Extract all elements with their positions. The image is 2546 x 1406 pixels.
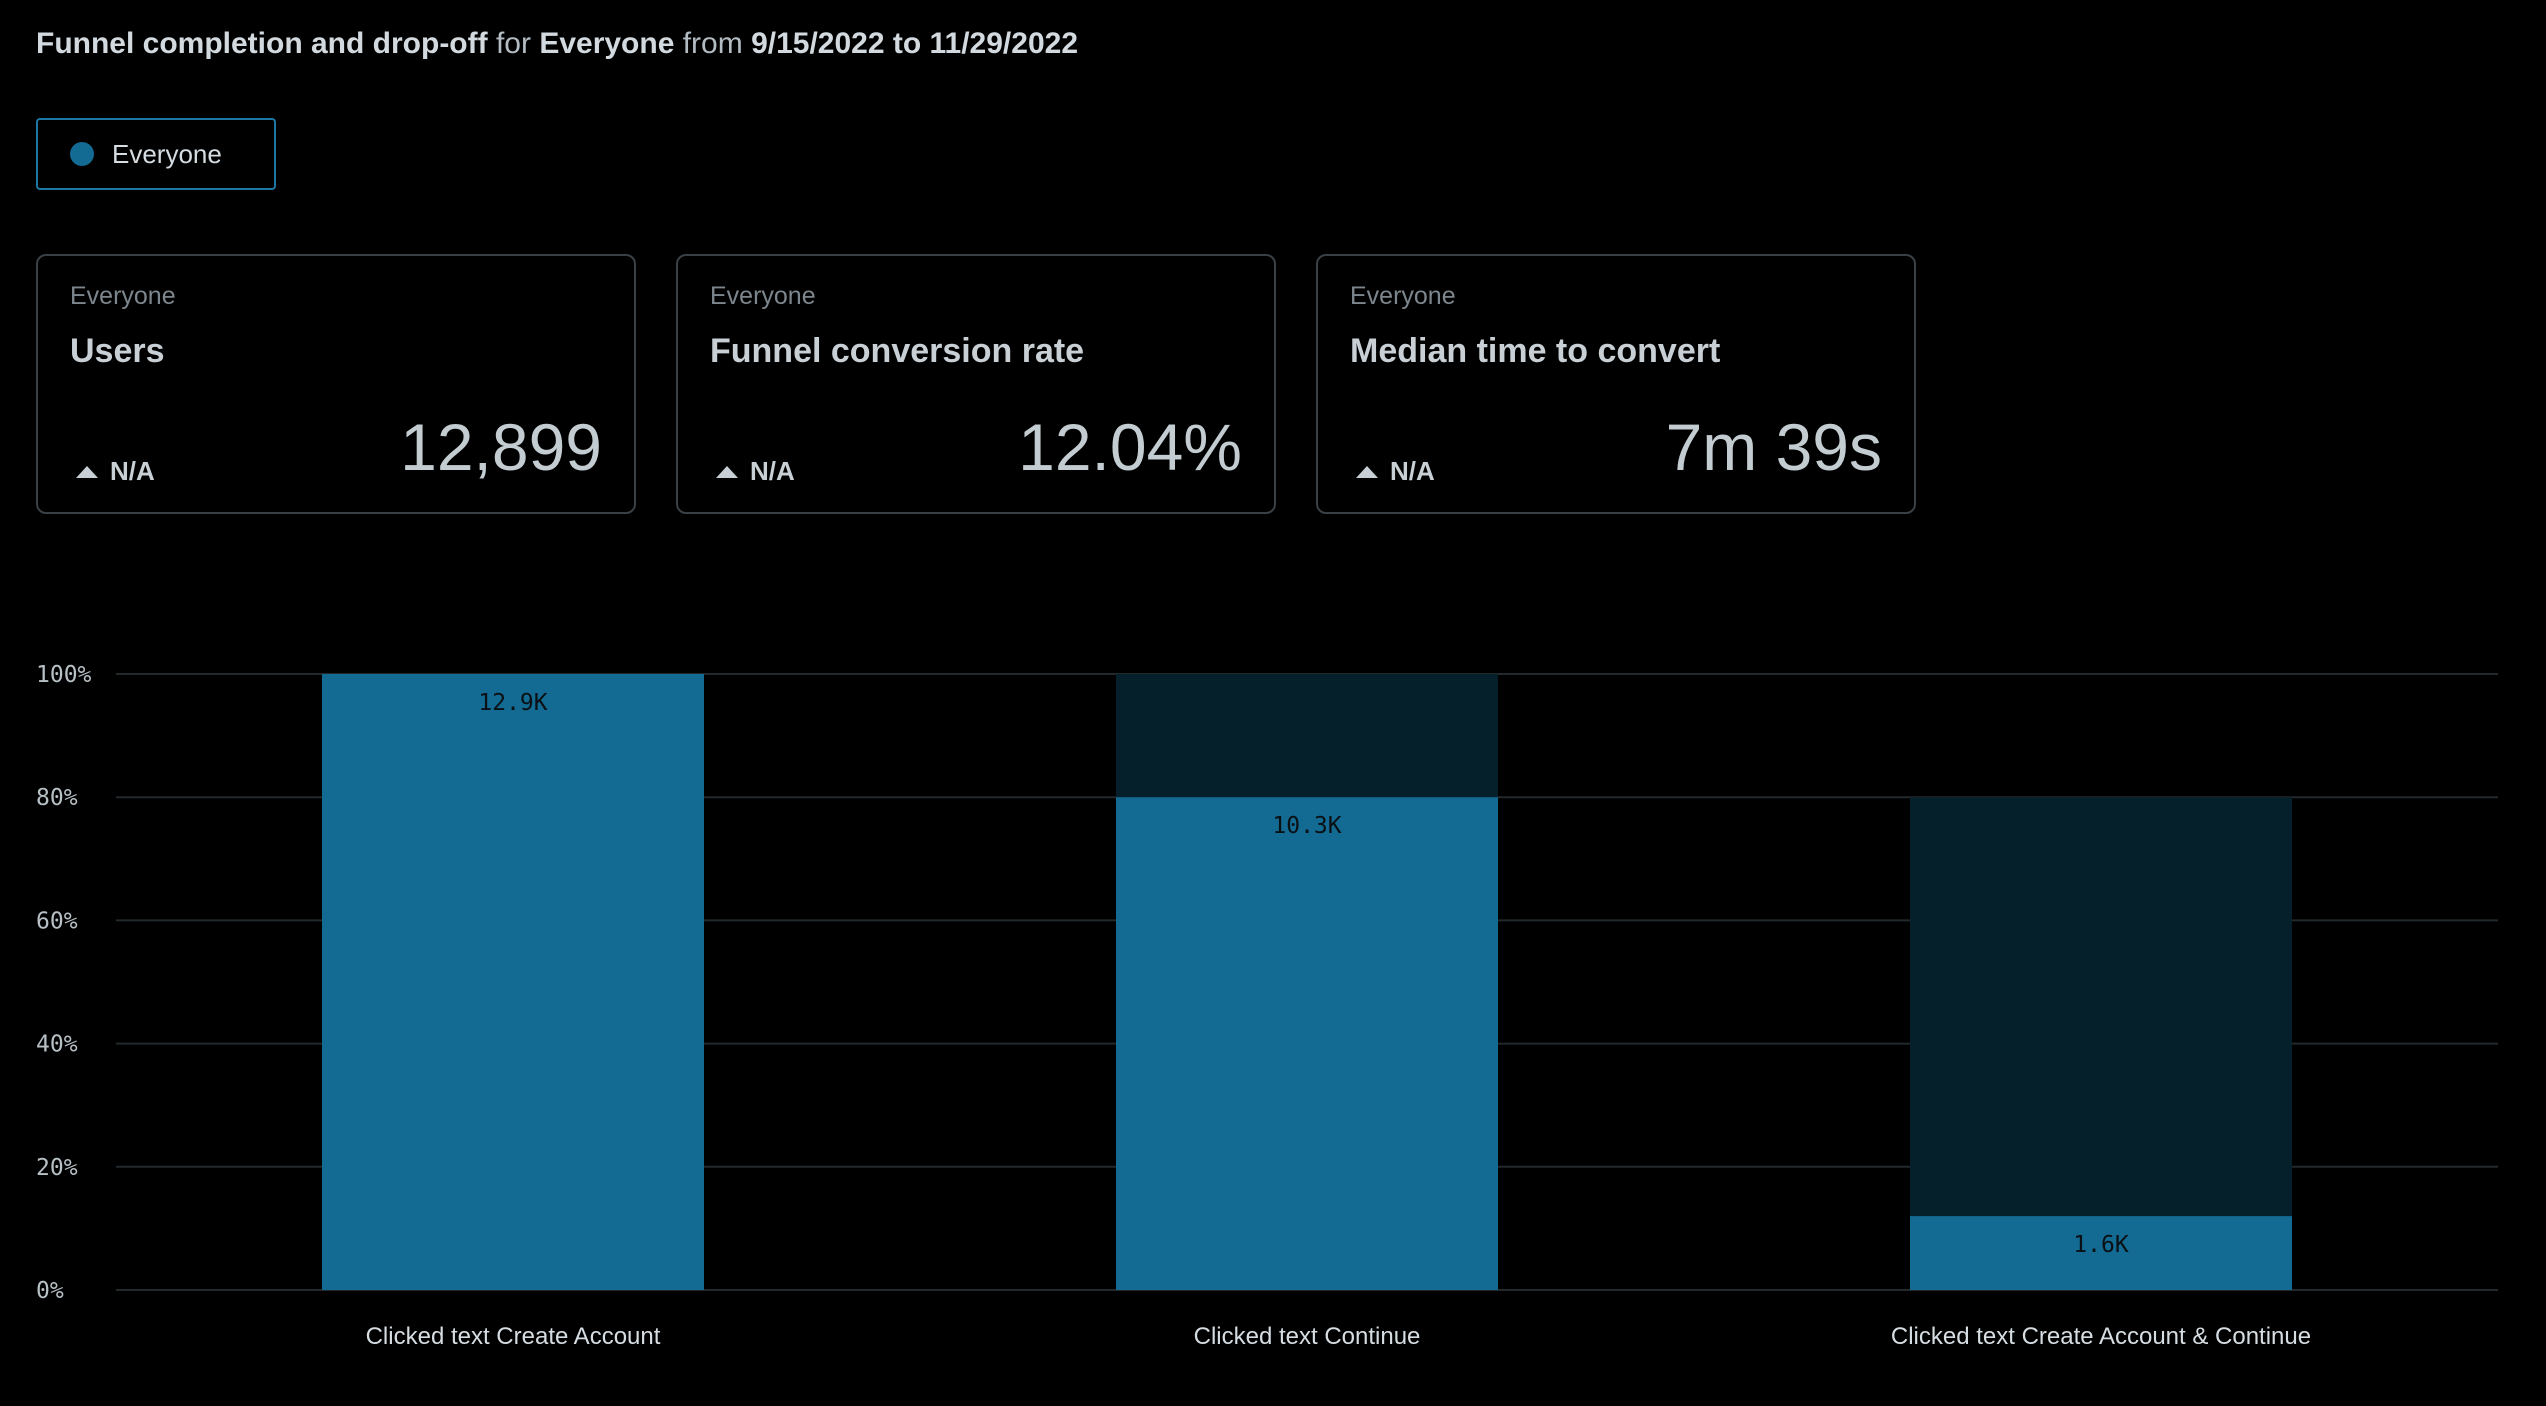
y-tick-label: 80% (36, 785, 78, 811)
x-category-label: Clicked text Create Account & Continue (1891, 1323, 2311, 1350)
x-category-label: Clicked text Continue (1194, 1323, 1421, 1350)
conversion-bar (1116, 797, 1498, 1290)
kpi-metric: Users (70, 332, 165, 370)
kpi-delta: N/A (1356, 456, 1435, 487)
legend-label: Everyone (112, 138, 222, 169)
title-part-3: Everyone (539, 27, 675, 60)
kpi-value: 12,899 (400, 410, 602, 484)
kpi-card-conversion-rate: Everyone Funnel conversion rate N/A 12.0… (676, 254, 1276, 514)
y-tick-label: 20% (36, 1155, 78, 1181)
title-part-4: from (674, 27, 752, 60)
bar-data-label: 1.6K (2073, 1232, 2129, 1258)
triangle-up-icon (716, 465, 738, 478)
y-tick-label: 60% (36, 908, 78, 934)
kpi-metric: Median time to convert (1350, 332, 1721, 370)
legend-dot-icon (70, 142, 94, 166)
kpi-metric: Funnel conversion rate (710, 332, 1085, 370)
y-tick-label: 100% (36, 662, 92, 688)
title-part-2: for (487, 27, 540, 60)
kpi-group: Everyone (1350, 282, 1456, 310)
dropoff-bar (1116, 674, 1498, 798)
funnel-chart-svg: 0% 20% 40% 60% 80% 100% 12.9K Clicked text Crea… (36, 662, 2498, 1350)
kpi-delta-text: N/A (1390, 456, 1435, 486)
kpi-card-median-time: Everyone Median time to convert N/A 7m 3… (1316, 254, 1916, 514)
kpi-delta: N/A (716, 456, 795, 487)
kpi-delta-text: N/A (110, 456, 155, 486)
kpi-group: Everyone (70, 282, 176, 310)
kpi-delta-text: N/A (750, 456, 795, 486)
bar-data-label: 12.9K (478, 690, 547, 716)
title-part-5: 9/15/2022 to 11/29/2022 (751, 27, 1079, 60)
kpi-value: 7m 39s (1665, 410, 1882, 484)
x-category-label: Clicked text Create Account (366, 1323, 661, 1350)
dropoff-bar (1910, 797, 2292, 1217)
y-tick-label: 40% (36, 1032, 78, 1058)
triangle-up-icon (1356, 465, 1378, 478)
triangle-up-icon (76, 465, 98, 478)
legend-segment-everyone[interactable]: Everyone (36, 118, 276, 190)
kpi-delta: N/A (76, 456, 155, 487)
kpi-value: 12.04% (1018, 410, 1242, 484)
funnel-chart: 0% 20% 40% 60% 80% 100% 12.9K Clicked text Crea… (0, 620, 2546, 1406)
conversion-bar (322, 674, 704, 1290)
title-part-1: Funnel completion and drop-off (36, 27, 488, 60)
kpi-card-users: Everyone Users N/A 12,899 (36, 254, 636, 514)
chart-title: Funnel completion and drop-off for Every… (36, 24, 1078, 64)
kpi-group: Everyone (710, 282, 816, 310)
bar-data-label: 10.3K (1272, 813, 1341, 839)
y-tick-label: 0% (36, 1278, 64, 1304)
conversion-bar (1910, 1216, 2292, 1290)
